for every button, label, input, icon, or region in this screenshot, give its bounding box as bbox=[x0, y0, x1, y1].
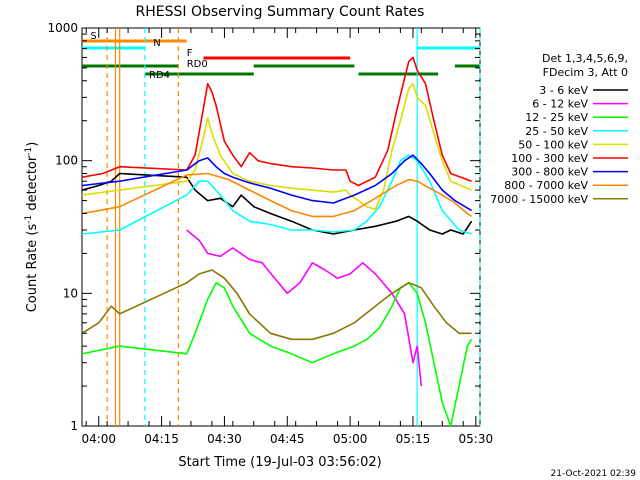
legend-entry-label: 50 - 100 keV bbox=[518, 138, 588, 151]
series-line-1 bbox=[186, 229, 423, 387]
y-tick-label: 1 bbox=[70, 419, 78, 433]
legend: Det 1,3,4,5,6,9, FDecim 3, Att 0 3 - 6 k… bbox=[490, 52, 628, 206]
series-line-8 bbox=[82, 269, 472, 341]
legend-entry-label: 800 - 7000 keV bbox=[504, 179, 588, 192]
axes: 1 10 100 1000 04:00 04:15 04:30 04:45 05:00 05:15… bbox=[47, 21, 493, 446]
x-tick-label: 04:30 bbox=[207, 432, 242, 446]
legend-header-line-1: Det 1,3,4,5,6,9, bbox=[542, 52, 628, 65]
y-tick-label: 100 bbox=[55, 154, 78, 168]
state-bar-label: RD0 bbox=[187, 59, 208, 70]
series-line-4 bbox=[82, 82, 472, 211]
x-tick-label: 04:45 bbox=[270, 432, 305, 446]
series-line-7 bbox=[82, 172, 473, 218]
legend-entry-label: 100 - 300 keV bbox=[511, 152, 588, 165]
legend-entry-label: 6 - 12 keV bbox=[532, 98, 588, 111]
legend-header-line-2: FDecim 3, Att 0 bbox=[543, 66, 628, 79]
legend-entry-label: 7000 - 15000 keV bbox=[490, 193, 588, 206]
series-line-3 bbox=[82, 154, 472, 235]
state-bar-label: N bbox=[153, 38, 160, 49]
chart-title: RHESSI Observing Summary Count Rates bbox=[136, 4, 425, 20]
x-tick-label: 04:00 bbox=[81, 432, 116, 446]
x-tick-label: 05:15 bbox=[396, 432, 431, 446]
legend-entry-label: 3 - 6 keV bbox=[539, 84, 588, 97]
y-tick-label: 10 bbox=[63, 286, 78, 300]
series-line-2 bbox=[82, 282, 473, 426]
y-tick-label: 1000 bbox=[47, 21, 78, 35]
series-line-6 bbox=[82, 154, 473, 212]
series-line-5 bbox=[82, 56, 472, 187]
x-tick-label: 04:15 bbox=[144, 432, 179, 446]
state-bar-label: RD4 bbox=[149, 70, 170, 81]
x-tick-label: 05:30 bbox=[459, 432, 494, 446]
legend-entry-label: 12 - 25 keV bbox=[525, 111, 588, 124]
series-line-0 bbox=[82, 172, 473, 235]
x-tick-label: 05:00 bbox=[333, 432, 368, 446]
date-stamp: 21-Oct-2021 02:39 bbox=[551, 469, 637, 479]
count-rate-series bbox=[82, 56, 473, 426]
state-bar-label: S bbox=[90, 31, 96, 42]
attenuator-vertical-lines bbox=[106, 28, 481, 426]
y-axis-label: Count Rate (s-1 detector-1) bbox=[24, 142, 40, 313]
x-axis-label: Start Time (19-Jul-03 03:56:02) bbox=[178, 455, 381, 470]
state-bar-label: F bbox=[187, 48, 193, 59]
legend-entry-label: 25 - 50 keV bbox=[525, 125, 588, 138]
legend-entry-label: 300 - 800 keV bbox=[511, 166, 588, 179]
